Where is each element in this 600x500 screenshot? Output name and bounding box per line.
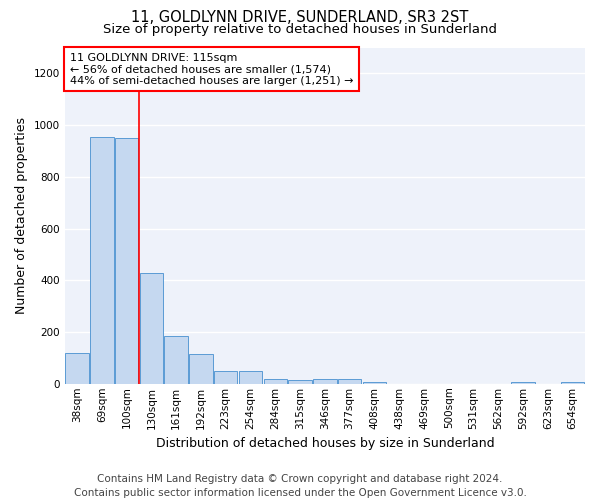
Bar bbox=[90, 136, 113, 384]
Text: Size of property relative to detached houses in Sunderland: Size of property relative to detached ho… bbox=[103, 22, 497, 36]
Bar bbox=[362, 382, 386, 384]
Text: 11, GOLDLYNN DRIVE, SUNDERLAND, SR3 2ST: 11, GOLDLYNN DRIVE, SUNDERLAND, SR3 2ST bbox=[131, 10, 469, 25]
Bar bbox=[561, 382, 584, 384]
Bar bbox=[313, 378, 337, 384]
Bar bbox=[239, 371, 262, 384]
Text: 11 GOLDLYNN DRIVE: 115sqm
← 56% of detached houses are smaller (1,574)
44% of se: 11 GOLDLYNN DRIVE: 115sqm ← 56% of detac… bbox=[70, 52, 353, 86]
Bar bbox=[189, 354, 213, 384]
Text: Contains HM Land Registry data © Crown copyright and database right 2024.
Contai: Contains HM Land Registry data © Crown c… bbox=[74, 474, 526, 498]
Bar bbox=[115, 138, 139, 384]
Bar bbox=[65, 352, 89, 384]
Bar bbox=[263, 378, 287, 384]
Bar bbox=[140, 272, 163, 384]
Bar bbox=[288, 380, 312, 384]
Bar bbox=[338, 379, 361, 384]
X-axis label: Distribution of detached houses by size in Sunderland: Distribution of detached houses by size … bbox=[155, 437, 494, 450]
Bar bbox=[511, 382, 535, 384]
Bar bbox=[214, 371, 238, 384]
Y-axis label: Number of detached properties: Number of detached properties bbox=[15, 117, 28, 314]
Bar bbox=[164, 336, 188, 384]
